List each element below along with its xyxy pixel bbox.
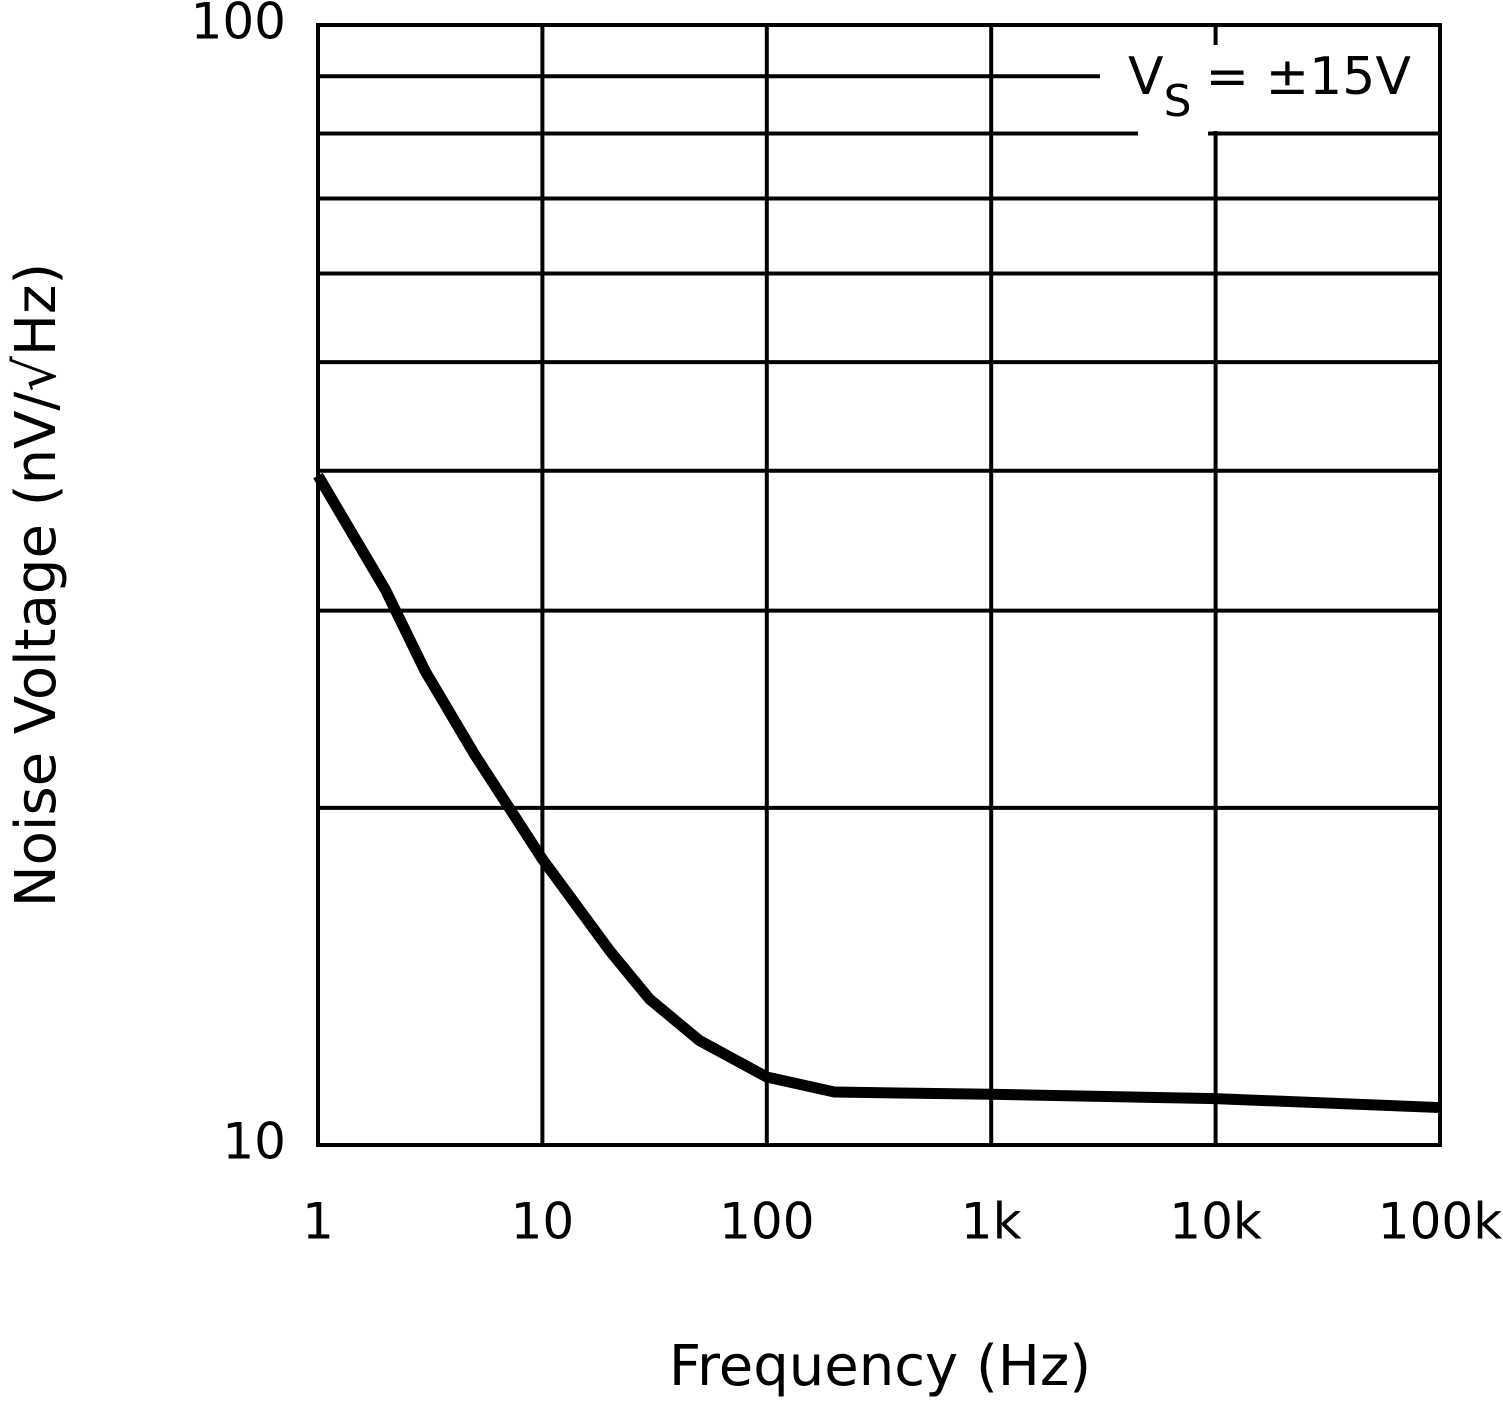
annotation-background — [1100, 45, 1438, 131]
y-axis-label: Noise Voltage (nV/√Hz) — [4, 263, 69, 908]
annotation-subscript: S — [1164, 76, 1192, 127]
x-tick-label: 100k — [1378, 1193, 1502, 1251]
grid — [316, 23, 1442, 1147]
data-line — [313, 472, 1441, 1114]
x-tick-label: 10 — [511, 1193, 575, 1251]
x-tick-label: 10k — [1169, 1193, 1262, 1251]
annotation-main: V — [1128, 47, 1164, 107]
annotation: VS = ±15V — [1128, 47, 1411, 127]
y-tick-label: 100 — [191, 0, 286, 51]
x-tick-label: 100 — [719, 1193, 814, 1251]
x-tick-label: 1k — [961, 1193, 1022, 1251]
annotation-rest: = ±15V — [1206, 47, 1412, 107]
plot-frame — [316, 23, 1442, 1147]
x-tick-label: 1 — [302, 1193, 334, 1251]
annotation-background — [1138, 125, 1208, 145]
y-tick-label: 10 — [222, 1113, 286, 1171]
x-axis-label: Frequency (Hz) — [669, 1334, 1091, 1399]
